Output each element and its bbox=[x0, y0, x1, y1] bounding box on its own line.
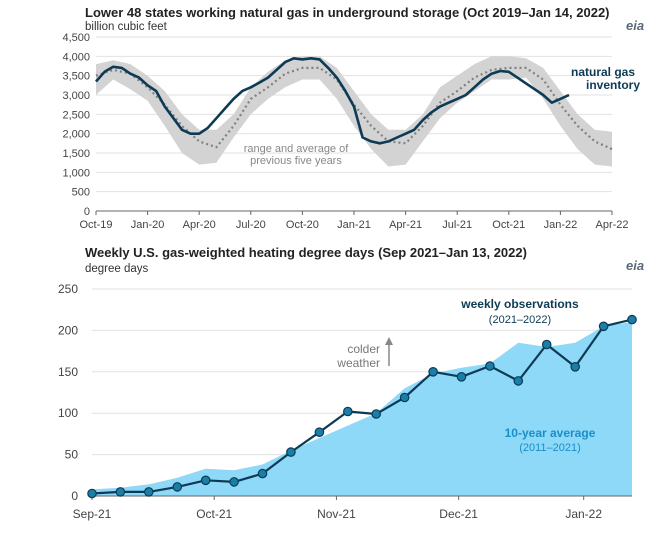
observation-point bbox=[257, 468, 268, 479]
observation-point bbox=[428, 367, 438, 377]
observation-point bbox=[541, 339, 552, 350]
y-tick-label: 4,000 bbox=[62, 51, 90, 63]
observation-point bbox=[456, 372, 467, 382]
x-tick-label: Jul-20 bbox=[236, 219, 266, 231]
y-tick-label: 1,000 bbox=[62, 167, 90, 179]
y-tick-label: 250 bbox=[58, 282, 78, 296]
y-tick-label: 150 bbox=[58, 365, 78, 379]
band-label: previous five years bbox=[250, 155, 342, 167]
y-tick-label: 200 bbox=[58, 323, 78, 337]
observation-point bbox=[144, 487, 154, 497]
y-tick-label: 3,500 bbox=[62, 71, 90, 83]
colder-weather-label: colder bbox=[347, 342, 380, 356]
inventory-line bbox=[95, 56, 570, 145]
chart2-title: Weekly U.S. gas-weighted heating degree … bbox=[85, 245, 527, 260]
y-tick-label: 0 bbox=[84, 206, 90, 218]
observation-point bbox=[229, 477, 239, 487]
x-tick-label: Apr-21 bbox=[389, 219, 422, 231]
x-tick-label: Apr-20 bbox=[183, 219, 216, 231]
observation-point bbox=[513, 376, 524, 386]
x-tick-label: Nov-21 bbox=[317, 507, 356, 521]
y-tick-label: 50 bbox=[65, 448, 79, 462]
y-tick-label: 0 bbox=[71, 489, 78, 503]
weekly-observations-line bbox=[91, 318, 633, 495]
observations-label: weekly observations bbox=[460, 297, 579, 311]
storage-chart: 0 500 1,000 1,500 2,000 2,500 3,000 3,500 4,000 4… bbox=[62, 32, 640, 231]
ten-year-average-area bbox=[92, 322, 632, 496]
x-tick-label: Jan-22 bbox=[565, 507, 602, 521]
observation-point bbox=[314, 427, 325, 437]
x-tick-label: Oct-20 bbox=[286, 219, 319, 231]
inventory-label: inventory bbox=[586, 78, 640, 92]
chart1-unit-label: billion cubic feet bbox=[85, 21, 167, 33]
five-year-average-line bbox=[95, 66, 613, 151]
observation-point bbox=[399, 392, 410, 403]
observations-years: (2021–2022) bbox=[489, 314, 551, 326]
hdd-chart: 0 50 100 150 200 250 Sep-21 Oct-21 Nov-21 Dec-21 J… bbox=[58, 282, 637, 521]
x-tick-label: Oct-21 bbox=[196, 507, 232, 521]
chart1-title: Lower 48 states working natural gas in u… bbox=[85, 5, 610, 20]
x-tick-label: Oct-19 bbox=[79, 219, 112, 231]
colder-weather-label: weather bbox=[336, 356, 380, 370]
observation-point bbox=[87, 488, 97, 499]
eia-logo-top: eia bbox=[626, 18, 645, 33]
x-tick-label: Apr-22 bbox=[595, 219, 628, 231]
y-tick-label: 1,500 bbox=[62, 148, 90, 160]
observation-point bbox=[371, 409, 381, 419]
eia-logo-bottom: eia bbox=[626, 258, 645, 273]
x-tick-label: Jul-21 bbox=[442, 219, 472, 231]
x-tick-label: Oct-21 bbox=[492, 219, 525, 231]
inventory-label: natural gas bbox=[571, 65, 635, 79]
y-tick-label: 100 bbox=[58, 406, 78, 420]
observation-point bbox=[342, 406, 353, 417]
y-tick-label: 500 bbox=[72, 187, 90, 199]
y-tick-label: 2,000 bbox=[62, 129, 90, 141]
observation-point bbox=[570, 362, 580, 372]
x-tick-label: Jan-20 bbox=[131, 219, 165, 231]
observation-point bbox=[200, 475, 211, 486]
x-tick-label: Jan-22 bbox=[544, 219, 578, 231]
y-tick-label: 3,000 bbox=[62, 90, 90, 102]
chart2-unit-label: degree days bbox=[85, 263, 149, 275]
observation-point bbox=[627, 314, 637, 325]
x-tick-label: Jan-21 bbox=[337, 219, 371, 231]
observation-point bbox=[598, 321, 609, 332]
band-label: range and average of bbox=[244, 143, 350, 155]
observation-point bbox=[286, 447, 296, 457]
average-years: (2011–2021) bbox=[519, 442, 581, 454]
x-tick-label: Sep-21 bbox=[73, 507, 112, 521]
y-tick-label: 4,500 bbox=[62, 32, 90, 44]
observation-point bbox=[485, 361, 495, 371]
average-label: 10-year average bbox=[505, 426, 596, 440]
colder-arrow-head bbox=[385, 337, 393, 345]
observation-point bbox=[172, 482, 183, 492]
x-tick-label: Dec-21 bbox=[439, 507, 478, 521]
observation-point bbox=[115, 487, 126, 497]
y-tick-label: 2,500 bbox=[62, 109, 90, 121]
